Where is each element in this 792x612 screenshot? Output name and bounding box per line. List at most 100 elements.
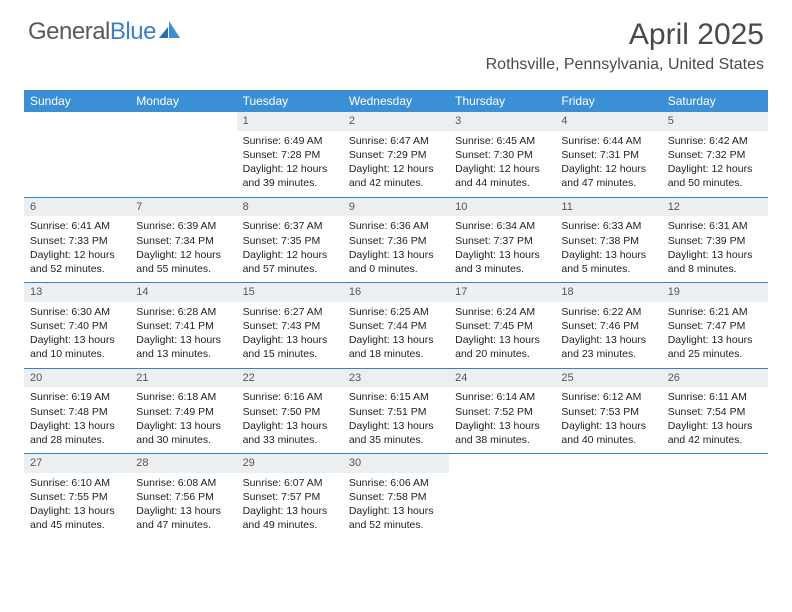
sunset-text: Sunset: 7:49 PM xyxy=(136,405,230,419)
sunset-text: Sunset: 7:29 PM xyxy=(349,148,443,162)
day-number: 12 xyxy=(662,198,768,217)
title-block: April 2025 Rothsville, Pennsylvania, Uni… xyxy=(486,18,764,74)
daylight-text: Daylight: 13 hours xyxy=(243,419,337,433)
sunset-text: Sunset: 7:41 PM xyxy=(136,319,230,333)
daylight-text: Daylight: 13 hours xyxy=(349,248,443,262)
week-row: 6Sunrise: 6:41 AMSunset: 7:33 PMDaylight… xyxy=(24,197,768,283)
day-body: Sunrise: 6:45 AMSunset: 7:30 PMDaylight:… xyxy=(449,131,555,197)
sunset-text: Sunset: 7:36 PM xyxy=(349,234,443,248)
daylight-text: Daylight: 12 hours xyxy=(136,248,230,262)
sunset-text: Sunset: 7:35 PM xyxy=(243,234,337,248)
week-row: 27Sunrise: 6:10 AMSunset: 7:55 PMDayligh… xyxy=(24,453,768,539)
sunrise-text: Sunrise: 6:08 AM xyxy=(136,476,230,490)
daylight-text: Daylight: 13 hours xyxy=(349,419,443,433)
day-body: Sunrise: 6:11 AMSunset: 7:54 PMDaylight:… xyxy=(662,387,768,453)
sunrise-text: Sunrise: 6:42 AM xyxy=(668,134,762,148)
daylight-text: and 33 minutes. xyxy=(243,433,337,447)
sunrise-text: Sunrise: 6:45 AM xyxy=(455,134,549,148)
sunrise-text: Sunrise: 6:31 AM xyxy=(668,219,762,233)
daylight-text: Daylight: 13 hours xyxy=(243,504,337,518)
day-body: Sunrise: 6:16 AMSunset: 7:50 PMDaylight:… xyxy=(237,387,343,453)
sunset-text: Sunset: 7:58 PM xyxy=(349,490,443,504)
daylight-text: Daylight: 13 hours xyxy=(30,333,124,347)
day-number: 17 xyxy=(449,283,555,302)
day-header-mon: Monday xyxy=(130,90,236,112)
day-body: Sunrise: 6:08 AMSunset: 7:56 PMDaylight:… xyxy=(130,473,236,539)
day-number: 27 xyxy=(24,454,130,473)
sunrise-text: Sunrise: 6:25 AM xyxy=(349,305,443,319)
day-cell: 15Sunrise: 6:27 AMSunset: 7:43 PMDayligh… xyxy=(237,283,343,368)
daylight-text: Daylight: 13 hours xyxy=(668,419,762,433)
day-body: Sunrise: 6:06 AMSunset: 7:58 PMDaylight:… xyxy=(343,473,449,539)
daylight-text: and 52 minutes. xyxy=(30,262,124,276)
day-header-tue: Tuesday xyxy=(237,90,343,112)
day-body: Sunrise: 6:36 AMSunset: 7:36 PMDaylight:… xyxy=(343,216,449,282)
day-cell: 8Sunrise: 6:37 AMSunset: 7:35 PMDaylight… xyxy=(237,198,343,283)
sunset-text: Sunset: 7:28 PM xyxy=(243,148,337,162)
sunrise-text: Sunrise: 6:47 AM xyxy=(349,134,443,148)
sunrise-text: Sunrise: 6:11 AM xyxy=(668,390,762,404)
sunset-text: Sunset: 7:54 PM xyxy=(668,405,762,419)
day-body: Sunrise: 6:15 AMSunset: 7:51 PMDaylight:… xyxy=(343,387,449,453)
day-number: 8 xyxy=(237,198,343,217)
day-number: 26 xyxy=(662,369,768,388)
day-cell: 13Sunrise: 6:30 AMSunset: 7:40 PMDayligh… xyxy=(24,283,130,368)
sunset-text: Sunset: 7:47 PM xyxy=(668,319,762,333)
day-cell: 14Sunrise: 6:28 AMSunset: 7:41 PMDayligh… xyxy=(130,283,236,368)
daylight-text: and 44 minutes. xyxy=(455,176,549,190)
daylight-text: and 30 minutes. xyxy=(136,433,230,447)
daylight-text: and 55 minutes. xyxy=(136,262,230,276)
week-row: 13Sunrise: 6:30 AMSunset: 7:40 PMDayligh… xyxy=(24,282,768,368)
daylight-text: and 49 minutes. xyxy=(243,518,337,532)
daylight-text: and 13 minutes. xyxy=(136,347,230,361)
day-body: Sunrise: 6:14 AMSunset: 7:52 PMDaylight:… xyxy=(449,387,555,453)
day-number: 30 xyxy=(343,454,449,473)
daylight-text: Daylight: 12 hours xyxy=(668,162,762,176)
logo-text-2: Blue xyxy=(110,18,156,46)
day-body: Sunrise: 6:10 AMSunset: 7:55 PMDaylight:… xyxy=(24,473,130,539)
day-cell: 1Sunrise: 6:49 AMSunset: 7:28 PMDaylight… xyxy=(237,112,343,197)
daylight-text: and 5 minutes. xyxy=(561,262,655,276)
day-cell: 24Sunrise: 6:14 AMSunset: 7:52 PMDayligh… xyxy=(449,369,555,454)
daylight-text: Daylight: 13 hours xyxy=(561,333,655,347)
day-cell: 11Sunrise: 6:33 AMSunset: 7:38 PMDayligh… xyxy=(555,198,661,283)
daylight-text: Daylight: 13 hours xyxy=(136,419,230,433)
day-body: Sunrise: 6:41 AMSunset: 7:33 PMDaylight:… xyxy=(24,216,130,282)
sunrise-text: Sunrise: 6:18 AM xyxy=(136,390,230,404)
sunrise-text: Sunrise: 6:14 AM xyxy=(455,390,549,404)
sunrise-text: Sunrise: 6:49 AM xyxy=(243,134,337,148)
day-number: 1 xyxy=(237,112,343,131)
day-cell: 4Sunrise: 6:44 AMSunset: 7:31 PMDaylight… xyxy=(555,112,661,197)
week-row: 20Sunrise: 6:19 AMSunset: 7:48 PMDayligh… xyxy=(24,368,768,454)
daylight-text: and 8 minutes. xyxy=(668,262,762,276)
daylight-text: Daylight: 12 hours xyxy=(243,162,337,176)
day-body: Sunrise: 6:27 AMSunset: 7:43 PMDaylight:… xyxy=(237,302,343,368)
day-body: Sunrise: 6:39 AMSunset: 7:34 PMDaylight:… xyxy=(130,216,236,282)
day-number: 7 xyxy=(130,198,236,217)
day-number: 2 xyxy=(343,112,449,131)
day-cell: . xyxy=(555,454,661,539)
sunrise-text: Sunrise: 6:21 AM xyxy=(668,305,762,319)
logo-sail-icon xyxy=(159,18,181,46)
daylight-text: and 10 minutes. xyxy=(30,347,124,361)
sunrise-text: Sunrise: 6:33 AM xyxy=(561,219,655,233)
sunset-text: Sunset: 7:31 PM xyxy=(561,148,655,162)
day-cell: 7Sunrise: 6:39 AMSunset: 7:34 PMDaylight… xyxy=(130,198,236,283)
day-number: 10 xyxy=(449,198,555,217)
day-body: Sunrise: 6:44 AMSunset: 7:31 PMDaylight:… xyxy=(555,131,661,197)
day-cell: 9Sunrise: 6:36 AMSunset: 7:36 PMDaylight… xyxy=(343,198,449,283)
day-body: Sunrise: 6:30 AMSunset: 7:40 PMDaylight:… xyxy=(24,302,130,368)
daylight-text: Daylight: 13 hours xyxy=(455,248,549,262)
day-number: 3 xyxy=(449,112,555,131)
day-number: 28 xyxy=(130,454,236,473)
day-number: 6 xyxy=(24,198,130,217)
daylight-text: and 25 minutes. xyxy=(668,347,762,361)
daylight-text: Daylight: 12 hours xyxy=(455,162,549,176)
day-cell: 23Sunrise: 6:15 AMSunset: 7:51 PMDayligh… xyxy=(343,369,449,454)
sunrise-text: Sunrise: 6:06 AM xyxy=(349,476,443,490)
sunset-text: Sunset: 7:32 PM xyxy=(668,148,762,162)
sunrise-text: Sunrise: 6:19 AM xyxy=(30,390,124,404)
day-body: Sunrise: 6:49 AMSunset: 7:28 PMDaylight:… xyxy=(237,131,343,197)
day-number: 22 xyxy=(237,369,343,388)
day-header-sat: Saturday xyxy=(662,90,768,112)
